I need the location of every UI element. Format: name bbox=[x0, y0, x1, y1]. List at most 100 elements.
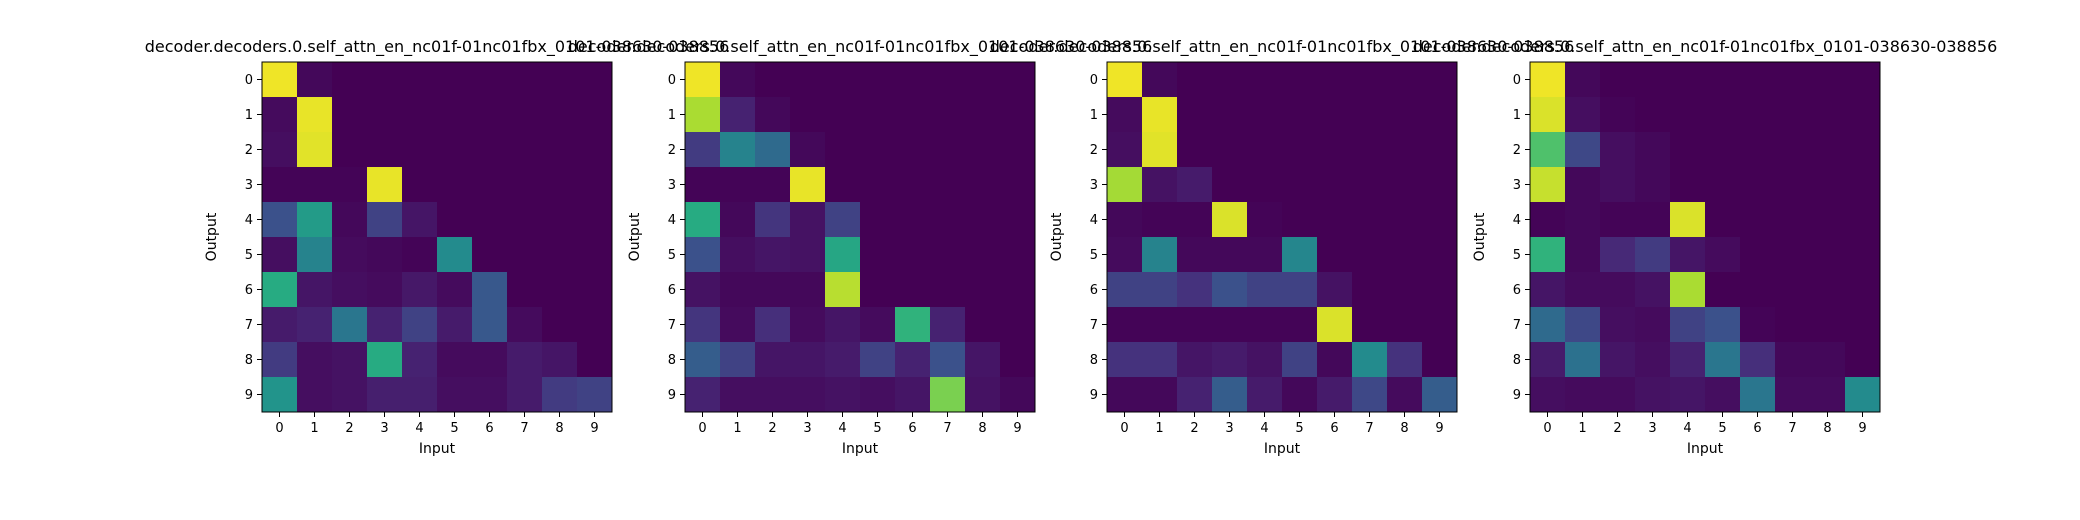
heatmap-cell-r5-c1 bbox=[1565, 237, 1601, 273]
heatmap-cell-r7-c1 bbox=[720, 307, 756, 343]
heatmap-cell-r0-c1 bbox=[297, 62, 333, 98]
heatmap-cell-r9-c0 bbox=[1107, 377, 1143, 413]
x-tick-label: 7 bbox=[520, 421, 528, 436]
heatmap-cell-r7-c6 bbox=[1740, 307, 1776, 343]
heatmap-cell-r1-c9 bbox=[1000, 97, 1036, 133]
heatmap-cell-r6-c1 bbox=[297, 272, 333, 308]
heatmap-cell-r9-c3 bbox=[790, 377, 826, 413]
heatmap-cell-r4-c4 bbox=[1670, 202, 1706, 238]
heatmap-cell-r3-c1 bbox=[720, 167, 756, 203]
x-tick-label: 1 bbox=[310, 421, 318, 436]
heatmap-cell-r0-c8 bbox=[1810, 62, 1846, 98]
y-tick-label: 6 bbox=[1513, 283, 1521, 298]
heatmap-cell-r1-c9 bbox=[1422, 97, 1458, 133]
heatmap-cell-r1-c1 bbox=[1565, 97, 1601, 133]
heatmap-cell-r8-c7 bbox=[1775, 342, 1811, 378]
y-tick-label: 5 bbox=[668, 248, 676, 263]
heatmap-cell-r7-c2 bbox=[755, 307, 791, 343]
heatmap-cell-r7-c1 bbox=[1565, 307, 1601, 343]
heatmap-cell-r9-c9 bbox=[1422, 377, 1458, 413]
x-tick-label: 4 bbox=[838, 421, 846, 436]
heatmap-cell-r1-c1 bbox=[720, 97, 756, 133]
heatmap-cell-r6-c3 bbox=[1635, 272, 1671, 308]
heatmap-cell-r8-c6 bbox=[472, 342, 508, 378]
heatmap-cell-r8-c5 bbox=[437, 342, 473, 378]
x-tick-label: 9 bbox=[590, 421, 598, 436]
heatmap-cell-r6-c1 bbox=[720, 272, 756, 308]
axes-frame bbox=[684, 61, 1036, 413]
heatmap-cell-r2-c4 bbox=[402, 132, 438, 168]
heatmap-cell-r7-c7 bbox=[1775, 307, 1811, 343]
heatmap-cell-r5-c2 bbox=[1177, 237, 1213, 273]
heatmap-cell-r9-c5 bbox=[860, 377, 896, 413]
heatmap-cell-r9-c3 bbox=[1635, 377, 1671, 413]
heatmap-cell-r9-c1 bbox=[297, 377, 333, 413]
heatmap-cell-r3-c8 bbox=[1810, 167, 1846, 203]
y-tick-label: 9 bbox=[668, 388, 676, 403]
heatmap-cell-r9-c9 bbox=[577, 377, 613, 413]
heatmap-cell-r3-c4 bbox=[1670, 167, 1706, 203]
heatmap-cell-r6-c3 bbox=[1212, 272, 1248, 308]
x-tick-label: 0 bbox=[275, 421, 283, 436]
heatmap-cell-r9-c0 bbox=[685, 377, 721, 413]
heatmap-cell-r4-c6 bbox=[1317, 202, 1353, 238]
heatmap-cell-r6-c4 bbox=[825, 272, 861, 308]
x-axis-label: Input bbox=[1687, 441, 1724, 457]
heatmap-cell-r2-c8 bbox=[1810, 132, 1846, 168]
heatmap-cell-r1-c6 bbox=[1317, 97, 1353, 133]
heatmap-cell-r3-c5 bbox=[437, 167, 473, 203]
heatmap-cell-r4-c5 bbox=[1282, 202, 1318, 238]
heatmap-cell-r7-c0 bbox=[262, 307, 298, 343]
heatmap-cell-r3-c3 bbox=[1212, 167, 1248, 203]
heatmap-cell-r7-c2 bbox=[1177, 307, 1213, 343]
heatmap-cell-r4-c7 bbox=[930, 202, 966, 238]
heatmap-cell-r4-c7 bbox=[507, 202, 543, 238]
x-tick-label: 0 bbox=[1543, 421, 1551, 436]
x-tick-label: 5 bbox=[873, 421, 881, 436]
heatmap-cell-r3-c5 bbox=[1705, 167, 1741, 203]
heatmap-cell-r0-c2 bbox=[755, 62, 791, 98]
heatmap-cell-r4-c6 bbox=[1740, 202, 1776, 238]
heatmap-cell-r9-c4 bbox=[825, 377, 861, 413]
chart-title: decoder.decoders.0.self_attn_en_nc01f-01… bbox=[568, 37, 1153, 57]
x-tick-label: 4 bbox=[1260, 421, 1268, 436]
heatmap-cell-r7-c5 bbox=[860, 307, 896, 343]
heatmap-cell-r8-c5 bbox=[860, 342, 896, 378]
heatmap-cell-r4-c6 bbox=[472, 202, 508, 238]
x-tick-label: 2 bbox=[1190, 421, 1198, 436]
heatmap-cell-r0-c7 bbox=[1352, 62, 1388, 98]
y-tick-label: 2 bbox=[1090, 143, 1098, 158]
heatmap-cell-r5-c9 bbox=[1000, 237, 1036, 273]
heatmap-cell-r7-c5 bbox=[437, 307, 473, 343]
heatmap-cell-r8-c3 bbox=[790, 342, 826, 378]
heatmap-cell-r6-c5 bbox=[1705, 272, 1741, 308]
heatmap-cell-r5-c8 bbox=[965, 237, 1001, 273]
y-tick-label: 9 bbox=[245, 388, 253, 403]
heatmap-cell-r9-c3 bbox=[367, 377, 403, 413]
heatmap-cell-r0-c4 bbox=[402, 62, 438, 98]
heatmap-cell-r8-c2 bbox=[332, 342, 368, 378]
heatmap-cell-r5-c5 bbox=[1282, 237, 1318, 273]
heatmap-cell-r9-c8 bbox=[542, 377, 578, 413]
heatmap-cell-r0-c9 bbox=[1422, 62, 1458, 98]
heatmap-cell-r2-c8 bbox=[1387, 132, 1423, 168]
heatmap-cell-r2-c5 bbox=[437, 132, 473, 168]
y-tick-label: 1 bbox=[245, 108, 253, 123]
heatmap-cell-r9-c6 bbox=[1317, 377, 1353, 413]
heatmap-cell-r8-c1 bbox=[1142, 342, 1178, 378]
heatmap-cell-r0-c3 bbox=[790, 62, 826, 98]
heatmap-cell-r0-c0 bbox=[262, 62, 298, 98]
heatmap-cell-r3-c3 bbox=[367, 167, 403, 203]
y-axis-label: Output bbox=[204, 212, 220, 261]
heatmap-cell-r9-c5 bbox=[1705, 377, 1741, 413]
heatmap-cell-r4-c1 bbox=[1142, 202, 1178, 238]
heatmap-cell-r7-c8 bbox=[1810, 307, 1846, 343]
heatmap-cell-r2-c7 bbox=[1775, 132, 1811, 168]
heatmap-cell-r5-c5 bbox=[1705, 237, 1741, 273]
heatmap-cell-r6-c6 bbox=[895, 272, 931, 308]
heatmap-cell-r6-c8 bbox=[542, 272, 578, 308]
heatmap-cell-r9-c6 bbox=[895, 377, 931, 413]
heatmap-cell-r4-c9 bbox=[1000, 202, 1036, 238]
heatmap-cell-r2-c2 bbox=[1600, 132, 1636, 168]
